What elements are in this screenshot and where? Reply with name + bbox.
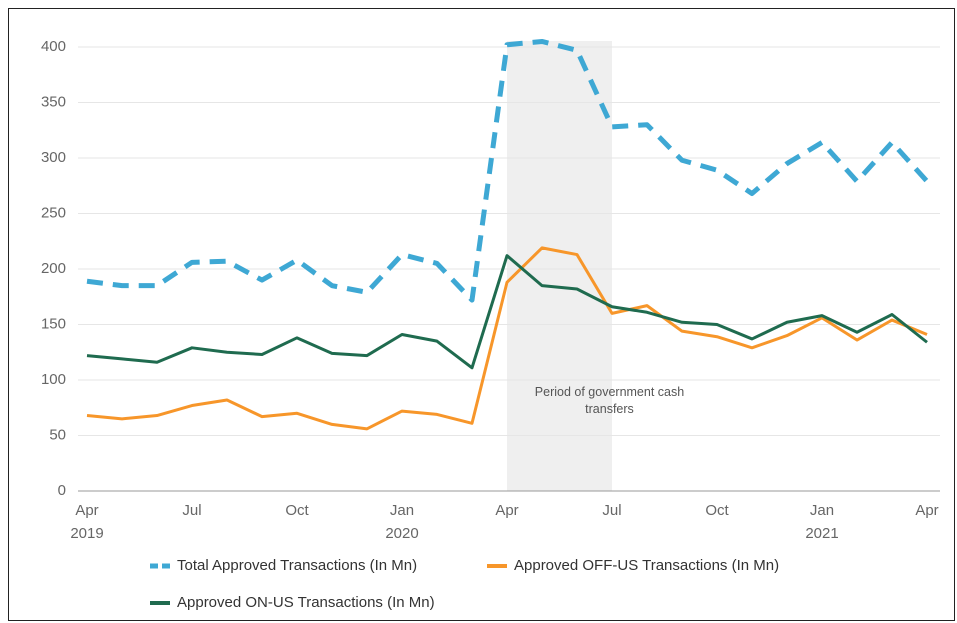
legend-label: Total Approved Transactions (In Mn) [177, 557, 417, 574]
legend-label: Approved ON-US Transactions (In Mn) [177, 594, 435, 611]
y-tick-label: 350 [41, 93, 66, 110]
x-tick-label: Jul [602, 502, 621, 519]
x-tick-label: Oct [705, 502, 729, 519]
frame [8, 8, 955, 621]
y-tick-label: 400 [41, 38, 66, 55]
x-tick-label: Jul [182, 502, 201, 519]
x-tick-label: Jan 2021 [805, 502, 838, 542]
y-tick-label: 250 [41, 204, 66, 221]
x-tick-label: Apr [915, 502, 938, 519]
series-line [86, 38, 929, 303]
x-tick-label: Apr 2019 [70, 502, 103, 542]
series-line [86, 254, 928, 370]
y-tick-label: 100 [41, 371, 66, 388]
x-tick-label: Oct [285, 502, 309, 519]
y-tick-label: 200 [41, 260, 66, 277]
y-tick-label: 300 [41, 149, 66, 166]
legend-label: Approved OFF-US Transactions (In Mn) [514, 557, 779, 574]
series-line [86, 246, 928, 431]
y-tick-label: 50 [49, 426, 66, 443]
x-tick-label: Apr [495, 502, 518, 519]
y-tick-label: 0 [58, 482, 66, 499]
annotation: Period of government cash transfers [535, 385, 684, 416]
x-tick-label: Jan 2020 [385, 502, 418, 542]
y-tick-label: 150 [41, 315, 66, 332]
